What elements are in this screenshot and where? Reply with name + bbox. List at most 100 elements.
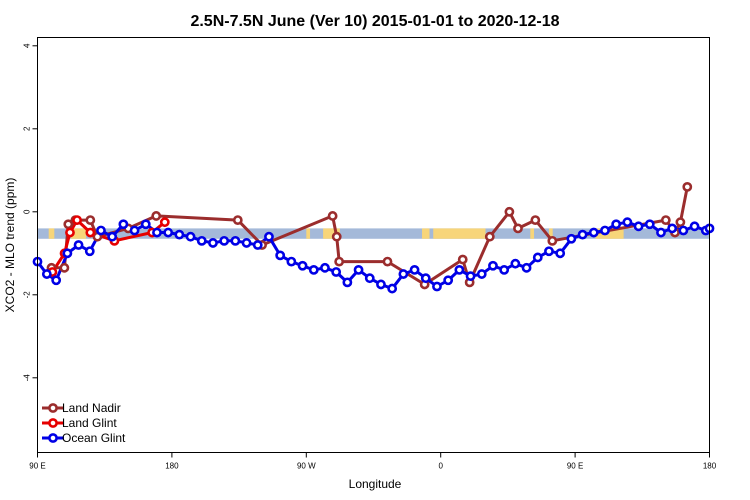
data-point: [555, 248, 566, 259]
data-point: [660, 215, 671, 225]
x-tick-label: 180: [165, 462, 179, 471]
land-region: [530, 228, 535, 239]
data-point: [409, 264, 420, 275]
data-point: [457, 254, 468, 265]
data-point: [353, 264, 364, 275]
data-point: [185, 231, 196, 242]
x-axis-label: Longitude: [349, 477, 402, 491]
x-tick-label: 90 E: [567, 462, 583, 471]
chart-title: 2.5N-7.5N June (Ver 10) 2015-01-01 to 20…: [190, 13, 559, 30]
data-point: [129, 225, 140, 236]
data-point: [84, 246, 95, 257]
data-point: [196, 235, 207, 246]
y-tick-label: 0: [23, 209, 32, 214]
data-point: [151, 211, 162, 221]
legend-marker: [48, 403, 58, 413]
data-point: [513, 223, 523, 234]
background-band: [38, 228, 709, 239]
data-point: [159, 217, 170, 228]
data-point: [376, 279, 386, 290]
data-point: [342, 277, 353, 288]
data-point: [432, 281, 442, 292]
data-point: [107, 231, 118, 242]
data-point: [387, 283, 398, 294]
data-point: [308, 264, 319, 275]
data-point: [51, 275, 62, 286]
data-point: [465, 271, 476, 282]
x-tick-label: 0: [438, 462, 443, 471]
legend-label: Land Glint: [62, 416, 117, 430]
y-tick-label: 4: [23, 43, 32, 48]
data-point: [219, 235, 230, 246]
land-region: [433, 228, 486, 239]
data-point: [118, 219, 129, 230]
legend-entry: Ocean Glint: [42, 431, 126, 445]
axes: 90 E 180 90 W 0 90 E 180 -4 -2 0 2 4: [23, 43, 717, 470]
plot-frame: [37, 37, 710, 453]
data-point: [140, 219, 151, 230]
data-point: [682, 181, 693, 192]
data-point: [382, 256, 393, 267]
land-region: [306, 228, 311, 239]
y-tick-label: -4: [23, 374, 32, 382]
data-point: [297, 260, 308, 271]
legend-marker: [48, 418, 58, 428]
data-point: [633, 221, 644, 232]
legend-entry: Land Nadir: [42, 401, 121, 415]
data-point: [588, 227, 599, 238]
data-point: [499, 264, 510, 275]
data-point: [73, 240, 84, 250]
data-point: [544, 246, 554, 257]
data-point: [208, 238, 218, 248]
data-point: [152, 227, 162, 238]
data-point: [675, 217, 686, 228]
data-point: [85, 227, 96, 238]
data-point: [364, 273, 375, 284]
x-tick-label: 90 E: [29, 462, 45, 471]
data-point: [476, 269, 487, 279]
data-point: [62, 248, 73, 259]
plot-area: [32, 181, 715, 294]
y-tick-label: 2: [23, 126, 32, 131]
data-point: [504, 206, 515, 217]
data-point: [656, 227, 666, 238]
data-point: [611, 219, 622, 230]
data-point: [232, 215, 243, 225]
land-region: [323, 228, 340, 239]
data-point: [85, 215, 96, 225]
data-point: [547, 235, 558, 246]
data-point: [678, 225, 689, 236]
data-point: [420, 273, 431, 284]
data-point: [454, 264, 465, 275]
data-point: [96, 225, 106, 236]
data-point: [331, 231, 342, 242]
data-point: [532, 252, 543, 263]
data-point: [241, 238, 252, 248]
data-point: [334, 256, 345, 267]
data-point: [521, 262, 532, 273]
data-point: [275, 250, 286, 261]
data-point: [398, 269, 409, 279]
data-point: [689, 221, 700, 232]
x-tick-label: 90 W: [297, 462, 316, 471]
data-point: [252, 240, 263, 250]
data-point: [41, 269, 52, 279]
data-point: [331, 267, 342, 277]
y-tick-label: -2: [23, 291, 32, 299]
data-point: [63, 219, 74, 230]
x-tick-label: 180: [703, 462, 717, 471]
data-point: [600, 225, 610, 236]
land-region: [548, 228, 553, 239]
data-point: [286, 256, 297, 267]
legend-marker: [48, 433, 58, 443]
data-point: [530, 215, 541, 225]
land-region: [422, 228, 430, 239]
land-region: [595, 228, 624, 239]
data-point: [577, 229, 588, 240]
legend-label: Land Nadir: [62, 401, 121, 415]
land-region: [71, 228, 87, 239]
data-point: [488, 260, 498, 271]
y-axis-label: XCO2 - MLO trend (ppm): [3, 178, 17, 313]
